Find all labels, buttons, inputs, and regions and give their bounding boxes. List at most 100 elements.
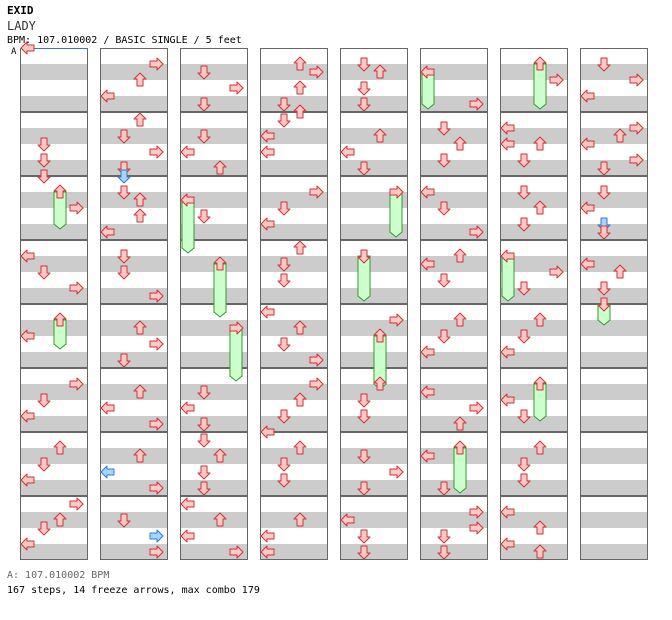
arrow-shape <box>437 481 451 496</box>
beat-stripe <box>260 64 328 80</box>
arrow-down-icon <box>197 97 211 112</box>
arrow-shape <box>533 200 547 215</box>
beat-stripe <box>20 64 88 80</box>
arrow-shape <box>197 385 211 400</box>
arrow-right-icon <box>469 521 484 535</box>
arrow-shape <box>277 337 291 352</box>
beat-stripe <box>580 96 648 112</box>
arrow-right-icon <box>229 321 244 335</box>
measure <box>420 240 488 304</box>
freeze-arrow <box>181 199 195 254</box>
artist-name: EXID <box>7 4 34 17</box>
arrow-up-icon <box>213 160 227 175</box>
arrow-left-icon <box>20 537 35 551</box>
measure <box>260 112 328 176</box>
arrow-shape <box>197 433 211 448</box>
beat-stripe <box>100 224 168 240</box>
freeze-arrow <box>421 71 435 110</box>
freeze-body <box>53 191 67 230</box>
arrow-shape <box>37 265 51 280</box>
freeze-body <box>389 191 403 238</box>
arrow-shape <box>133 448 147 463</box>
arrow-shape <box>517 457 531 472</box>
arrow-left-icon <box>100 465 115 479</box>
arrow-shape <box>357 529 371 544</box>
measure-border <box>180 48 248 112</box>
arrow-shape <box>149 289 164 303</box>
arrow-up-icon <box>453 440 467 455</box>
arrow-shape <box>420 385 435 399</box>
arrow-shape <box>533 376 547 391</box>
arrow-shape <box>260 305 275 319</box>
arrow-shape <box>117 513 131 528</box>
arrow-down-icon <box>197 65 211 80</box>
beat-stripe <box>180 160 248 176</box>
arrow-shape <box>340 513 355 527</box>
measure-border <box>340 240 408 304</box>
arrow-up-icon <box>133 72 147 87</box>
beat-stripe <box>420 352 488 368</box>
beat-stripe <box>180 480 248 496</box>
arrow-right-icon <box>629 73 644 87</box>
arrow-shape <box>133 208 147 223</box>
beat-stripe <box>100 352 168 368</box>
arrow-shape <box>500 345 515 359</box>
arrow-shape <box>260 217 275 231</box>
measure-border <box>260 240 328 304</box>
beat-stripe <box>260 544 328 560</box>
arrow-shape <box>517 217 531 232</box>
beat-stripe <box>580 256 648 272</box>
arrow-shape <box>100 89 115 103</box>
arrow-shape <box>629 121 644 135</box>
arrow-down-icon <box>517 153 531 168</box>
arrow-down-icon <box>117 185 131 200</box>
arrow-shape <box>293 104 307 119</box>
arrow-left-icon <box>260 129 275 143</box>
arrow-shape <box>149 545 164 559</box>
arrow-shape <box>549 73 564 87</box>
arrow-shape <box>53 312 67 327</box>
arrow-right-icon <box>149 545 164 559</box>
arrow-left-icon <box>340 513 355 527</box>
arrow-down-icon <box>37 137 51 152</box>
beat-stripe <box>420 256 488 272</box>
arrow-down-icon <box>117 265 131 280</box>
measure <box>580 304 648 368</box>
measure-border <box>420 240 488 304</box>
arrow-shape <box>277 97 291 112</box>
arrow-shape <box>437 121 451 136</box>
arrow-shape <box>373 128 387 143</box>
measure-border <box>500 304 568 368</box>
beat-stripe <box>340 416 408 432</box>
arrow-shape <box>229 545 244 559</box>
measure <box>260 176 328 240</box>
arrow-down-icon <box>117 249 131 264</box>
arrow-up-icon <box>133 384 147 399</box>
arrow-shape <box>180 193 195 207</box>
beat-stripe <box>420 288 488 304</box>
arrow-shape <box>117 185 131 200</box>
freeze-body <box>533 63 547 110</box>
arrow-shape <box>420 449 435 463</box>
arrow-right-icon <box>309 65 324 79</box>
beat-stripe <box>20 544 88 560</box>
measure <box>180 112 248 176</box>
arrow-shape <box>517 281 531 296</box>
beat-stripe <box>20 384 88 400</box>
arrow-up-icon <box>533 200 547 215</box>
arrow-shape <box>197 97 211 112</box>
measure-border <box>420 48 488 112</box>
arrow-shape <box>533 440 547 455</box>
arrow-shape <box>437 153 451 168</box>
arrow-shape <box>293 392 307 407</box>
arrow-shape <box>37 521 51 536</box>
arrow-down-icon <box>357 97 371 112</box>
measure-border <box>580 304 648 368</box>
arrow-left-icon <box>420 449 435 463</box>
beat-stripe <box>420 320 488 336</box>
measure-border <box>500 240 568 304</box>
arrow-shape <box>420 185 435 199</box>
beat-stripe <box>500 480 568 496</box>
arrow-up-icon <box>53 512 67 527</box>
arrow-shape <box>517 153 531 168</box>
